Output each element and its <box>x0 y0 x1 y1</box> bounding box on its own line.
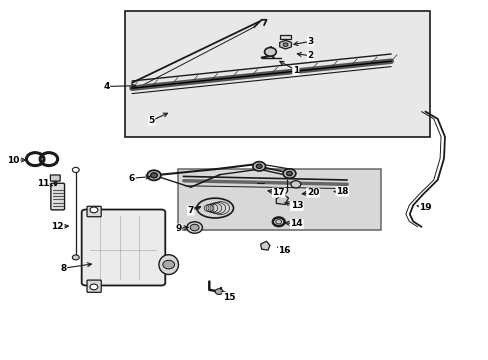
Polygon shape <box>260 241 269 250</box>
Circle shape <box>72 255 79 260</box>
Circle shape <box>163 260 174 269</box>
Polygon shape <box>279 40 291 49</box>
Text: 9: 9 <box>175 224 182 233</box>
Text: 2: 2 <box>307 51 313 60</box>
Text: 4: 4 <box>103 82 110 91</box>
Circle shape <box>147 170 161 180</box>
Bar <box>178 169 381 230</box>
Text: 18: 18 <box>335 187 348 196</box>
Text: 12: 12 <box>51 222 64 231</box>
FancyBboxPatch shape <box>50 175 60 181</box>
Circle shape <box>190 224 199 231</box>
FancyBboxPatch shape <box>81 210 165 285</box>
Circle shape <box>275 220 281 224</box>
FancyBboxPatch shape <box>87 206 101 217</box>
Text: 1: 1 <box>292 66 298 75</box>
Circle shape <box>256 164 262 168</box>
Text: 13: 13 <box>290 202 303 210</box>
Circle shape <box>90 207 98 213</box>
Circle shape <box>215 289 223 294</box>
Text: 20: 20 <box>306 188 319 197</box>
Text: 10: 10 <box>7 156 20 165</box>
Text: 15: 15 <box>222 292 235 302</box>
Circle shape <box>150 173 157 178</box>
Circle shape <box>90 284 98 290</box>
Text: 17: 17 <box>272 188 285 197</box>
Ellipse shape <box>196 198 233 218</box>
Circle shape <box>72 167 79 172</box>
Circle shape <box>283 169 295 178</box>
Text: 6: 6 <box>129 174 135 183</box>
Text: 8: 8 <box>61 264 66 273</box>
Ellipse shape <box>159 255 178 274</box>
Text: 11: 11 <box>37 179 49 188</box>
Text: 16: 16 <box>278 246 290 255</box>
FancyBboxPatch shape <box>51 183 64 210</box>
Circle shape <box>290 181 300 188</box>
FancyBboxPatch shape <box>87 280 101 292</box>
Circle shape <box>186 222 202 233</box>
Text: 14: 14 <box>290 219 303 228</box>
Polygon shape <box>276 194 288 204</box>
Bar <box>124 11 429 137</box>
Text: 3: 3 <box>307 37 313 46</box>
Circle shape <box>286 171 292 176</box>
Circle shape <box>264 48 276 56</box>
Circle shape <box>283 43 287 46</box>
Text: 5: 5 <box>148 116 154 125</box>
Text: 7: 7 <box>187 206 194 215</box>
Circle shape <box>252 162 265 171</box>
Polygon shape <box>279 35 291 39</box>
Text: 19: 19 <box>418 202 431 211</box>
